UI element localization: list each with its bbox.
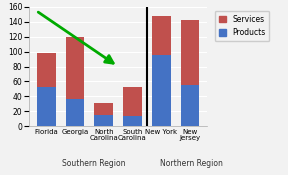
Bar: [94, 115, 113, 126]
Bar: [123, 116, 142, 126]
Bar: [37, 53, 56, 87]
Bar: [123, 87, 142, 116]
Bar: [181, 85, 199, 126]
Bar: [66, 99, 84, 126]
Bar: [181, 20, 199, 85]
Text: Northern Region: Northern Region: [160, 159, 223, 168]
Bar: [94, 103, 113, 115]
Bar: [152, 55, 170, 126]
Bar: [37, 87, 56, 126]
Legend: Services, Products: Services, Products: [215, 11, 269, 41]
Bar: [152, 16, 170, 55]
Bar: [66, 37, 84, 99]
Text: Southern Region: Southern Region: [62, 159, 126, 168]
